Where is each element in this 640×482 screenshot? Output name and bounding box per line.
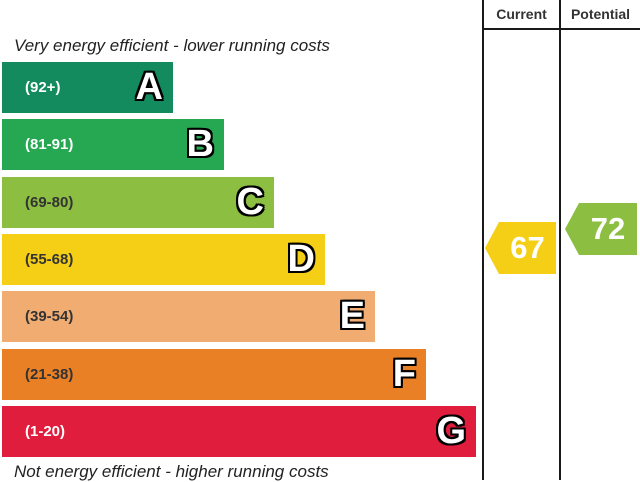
current-rating-shape [485,221,556,274]
bottom-caption: Not energy efficient - higher running co… [14,462,329,481]
band-letter: A [135,66,163,108]
band-g: (1-20) G [2,405,476,457]
band-letter: D [287,237,315,280]
current-column-header: Current [496,6,547,22]
band-b: (81-91) B [2,119,224,171]
band-d: (55-68) D [2,233,325,285]
potential-rating-shape [565,203,637,256]
band-range-label: (1-20) [25,422,66,440]
band-f: (21-38) F [2,348,426,400]
column-divider-middle [559,0,561,480]
band-letter: B [186,123,214,166]
band-range-label: (69-80) [25,193,74,211]
band-c: (69-80) C [2,176,274,228]
top-caption: Very energy efficient - lower running co… [14,36,330,55]
band-a: (92+) A [2,62,173,113]
band-range-label: (55-68) [25,250,74,268]
band-letter: G [436,409,466,452]
band-range-label: (39-54) [25,308,74,326]
band-letter: E [339,295,365,338]
current-rating-arrow: 67 [485,221,556,274]
potential-rating-value: 72 [590,211,626,247]
band-range-label: (92+) [25,79,61,96]
band-range-label: (21-38) [25,365,74,383]
column-divider-left [482,0,484,480]
band-range-label: (81-91) [25,136,74,154]
band-letter: F [392,352,416,395]
band-e: (39-54) E [2,291,375,343]
header-divider [482,28,640,30]
potential-column-header: Potential [570,6,631,22]
current-rating-value: 67 [510,229,545,265]
band-letter: C [236,180,264,223]
potential-rating-arrow: 72 [565,203,637,256]
